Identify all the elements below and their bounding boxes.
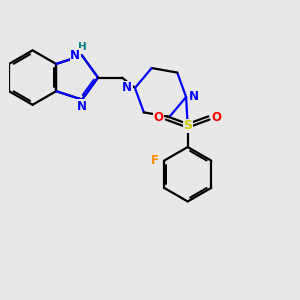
Text: N: N	[77, 100, 87, 113]
Text: S: S	[183, 119, 192, 132]
Text: O: O	[154, 111, 164, 124]
Text: N: N	[70, 49, 80, 62]
Text: N: N	[122, 82, 132, 94]
Text: N: N	[189, 91, 199, 103]
Text: F: F	[151, 154, 159, 167]
Text: O: O	[212, 111, 222, 124]
Text: H: H	[78, 42, 86, 52]
